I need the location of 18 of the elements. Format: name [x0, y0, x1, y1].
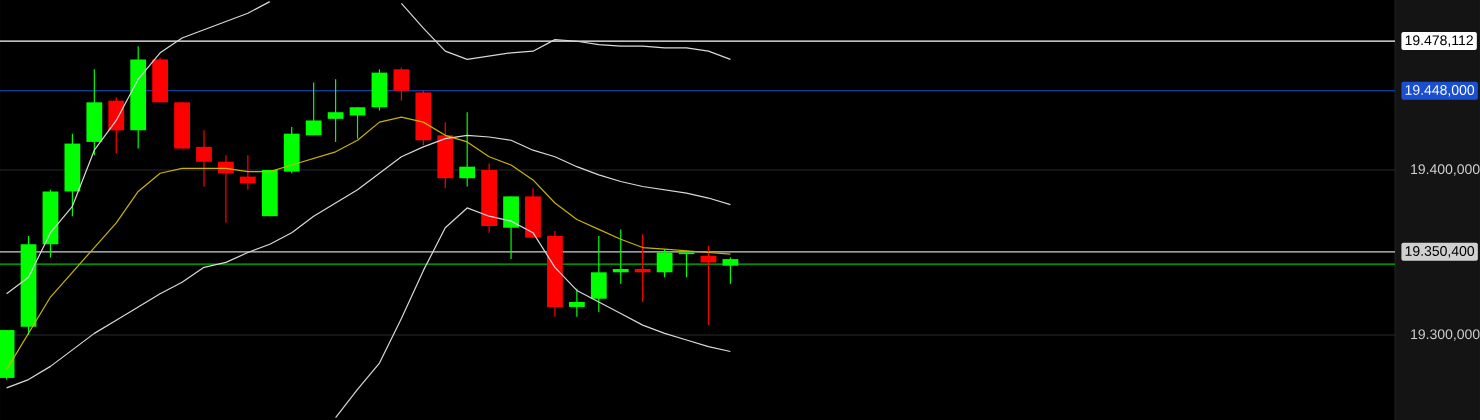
candlestick — [634, 233, 651, 303]
ref-line-label: 19.478,112 — [1405, 35, 1473, 47]
candlestick — [239, 154, 256, 191]
y-tick-label: 19.400,000 — [1411, 164, 1480, 176]
candlestick — [459, 111, 476, 188]
candlestick — [349, 106, 366, 140]
y-tick-label: 19.300,000 — [1411, 329, 1480, 341]
candlestick — [393, 67, 410, 102]
candlestick — [568, 288, 585, 318]
candlestick — [722, 256, 739, 285]
ref-line-label: 19.350,400 — [1405, 246, 1475, 258]
candlestick — [305, 81, 322, 136]
candlestick — [327, 78, 344, 143]
candlestick — [196, 129, 212, 188]
ref-line-label: 19.448,000 — [1405, 85, 1475, 97]
candlestick — [612, 228, 629, 285]
candlestick — [656, 248, 673, 278]
candlestick — [678, 251, 695, 278]
